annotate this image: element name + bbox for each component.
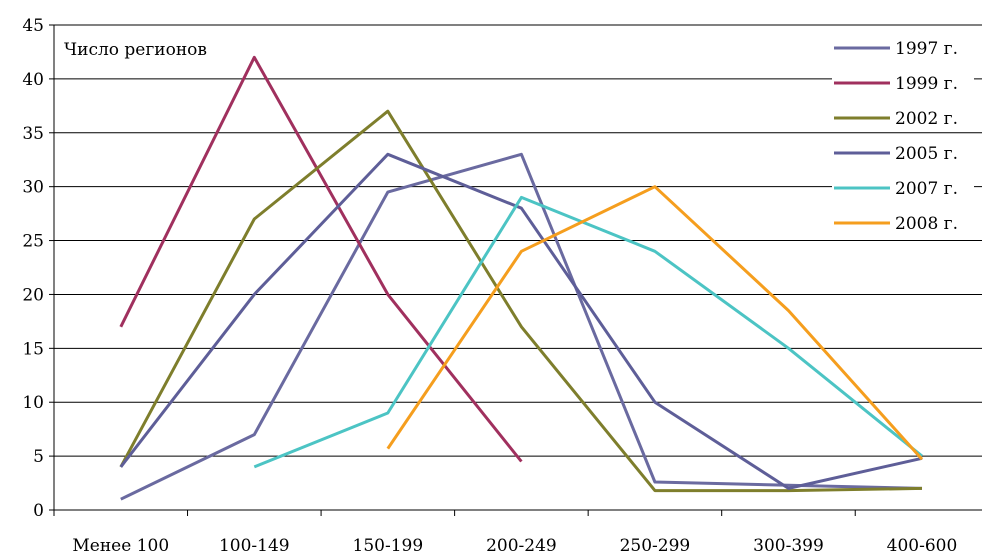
x-tick-label: 200-249 <box>486 536 557 556</box>
legend-label: 1999 г. <box>895 74 958 94</box>
y-axis: 0 5 10 15 20 25 30 35 40 45 <box>22 16 55 521</box>
x-axis: Менее 100 100-149 150-199 200-249 250-299 300… <box>72 510 957 556</box>
legend: 1997 г. 1999 г. 2002 г. 2005 г. 2007 г. 2008 … <box>832 39 974 234</box>
y-axis-title: Число регионов <box>64 40 207 60</box>
y-tick-label: 45 <box>22 16 44 36</box>
series-line-5 <box>253 195 923 469</box>
y-tick-label: 10 <box>22 393 44 413</box>
legend-entry-bg <box>832 145 974 163</box>
legend-label: 2002 г. <box>895 109 958 129</box>
y-tick-label: 35 <box>22 124 44 144</box>
y-tick-label: 15 <box>22 339 44 359</box>
legend-label: 2008 г. <box>895 214 958 234</box>
legend-entry-bg <box>832 40 974 58</box>
series-line-2 <box>119 55 523 463</box>
y-tick-label: 0 <box>33 501 44 521</box>
x-tick-label: 400-600 <box>887 536 958 556</box>
gridlines <box>54 24 982 511</box>
series-lines <box>119 55 924 501</box>
series-line-6 <box>386 185 924 461</box>
legend-entry-bg <box>832 110 974 128</box>
y-tick-label: 20 <box>22 285 44 305</box>
legend-label: 2007 г. <box>895 179 958 199</box>
series-line-4 <box>119 152 923 490</box>
x-tick-label: 250-299 <box>620 536 691 556</box>
x-tick-label: 300-399 <box>753 536 824 556</box>
legend-label: 1997 г. <box>895 39 958 59</box>
legend-entry-bg <box>832 75 974 93</box>
y-tick-label: 5 <box>33 447 44 467</box>
legend-entry-bg <box>832 180 974 198</box>
legend-label: 2005 г. <box>895 144 958 164</box>
series-line-3 <box>119 109 923 493</box>
y-tick-label: 40 <box>22 70 44 90</box>
x-tick-label: 150-199 <box>353 536 424 556</box>
y-tick-label: 25 <box>22 232 44 252</box>
x-tick-label: 100-149 <box>219 536 290 556</box>
x-tick-label: Менее 100 <box>72 536 169 556</box>
legend-entry-bg <box>832 215 974 233</box>
y-tick-label: 30 <box>22 178 44 198</box>
series-line-1 <box>120 152 923 501</box>
